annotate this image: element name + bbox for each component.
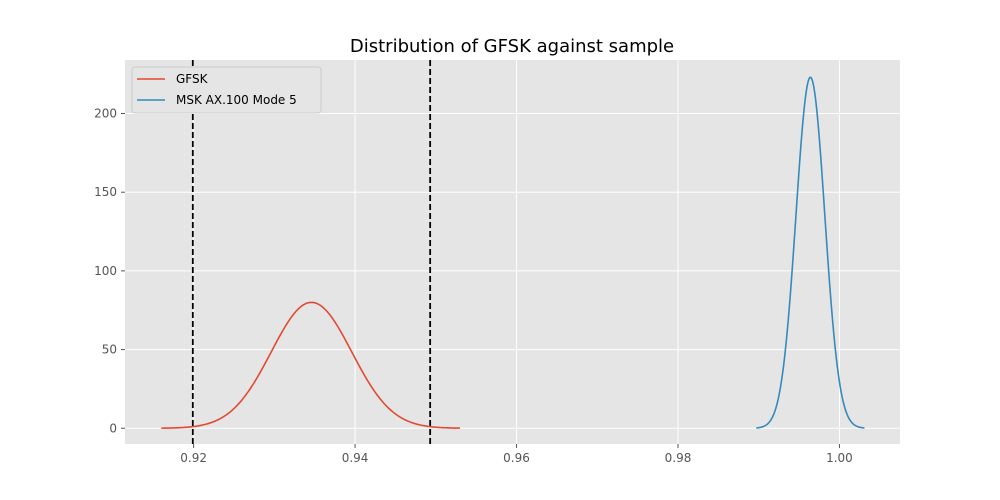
x-tick-label: 0.92: [180, 451, 207, 465]
x-tick-label: 0.96: [503, 451, 530, 465]
legend: GFSK MSK AX.100 Mode 5: [131, 66, 322, 114]
y-tick-label: 100: [94, 264, 117, 278]
axis-ticks: 0.92 0.94 0.96 0.98 1.00 0 50 100 150 200: [94, 107, 853, 465]
legend-box: [131, 66, 322, 114]
y-tick-label: 50: [102, 343, 117, 357]
chart-title: Distribution of GFSK against sample: [350, 36, 674, 57]
y-tick-label: 200: [94, 107, 117, 121]
x-tick-label: 0.98: [665, 451, 692, 465]
reference-lines: [191, 60, 432, 444]
legend-label-gfsk: GFSK: [176, 72, 209, 86]
legend-label-msk: MSK AX.100 Mode 5: [176, 93, 297, 107]
grid: [125, 60, 900, 444]
series-line-0: [161, 301, 461, 429]
x-tick-label: 0.94: [342, 451, 369, 465]
y-tick-label: 0: [109, 421, 117, 435]
y-tick-label: 150: [94, 185, 117, 199]
plot-area: [125, 60, 900, 444]
series-line-1: [756, 76, 865, 429]
x-tick-label: 1.00: [826, 451, 853, 465]
series-lines: [161, 76, 865, 429]
